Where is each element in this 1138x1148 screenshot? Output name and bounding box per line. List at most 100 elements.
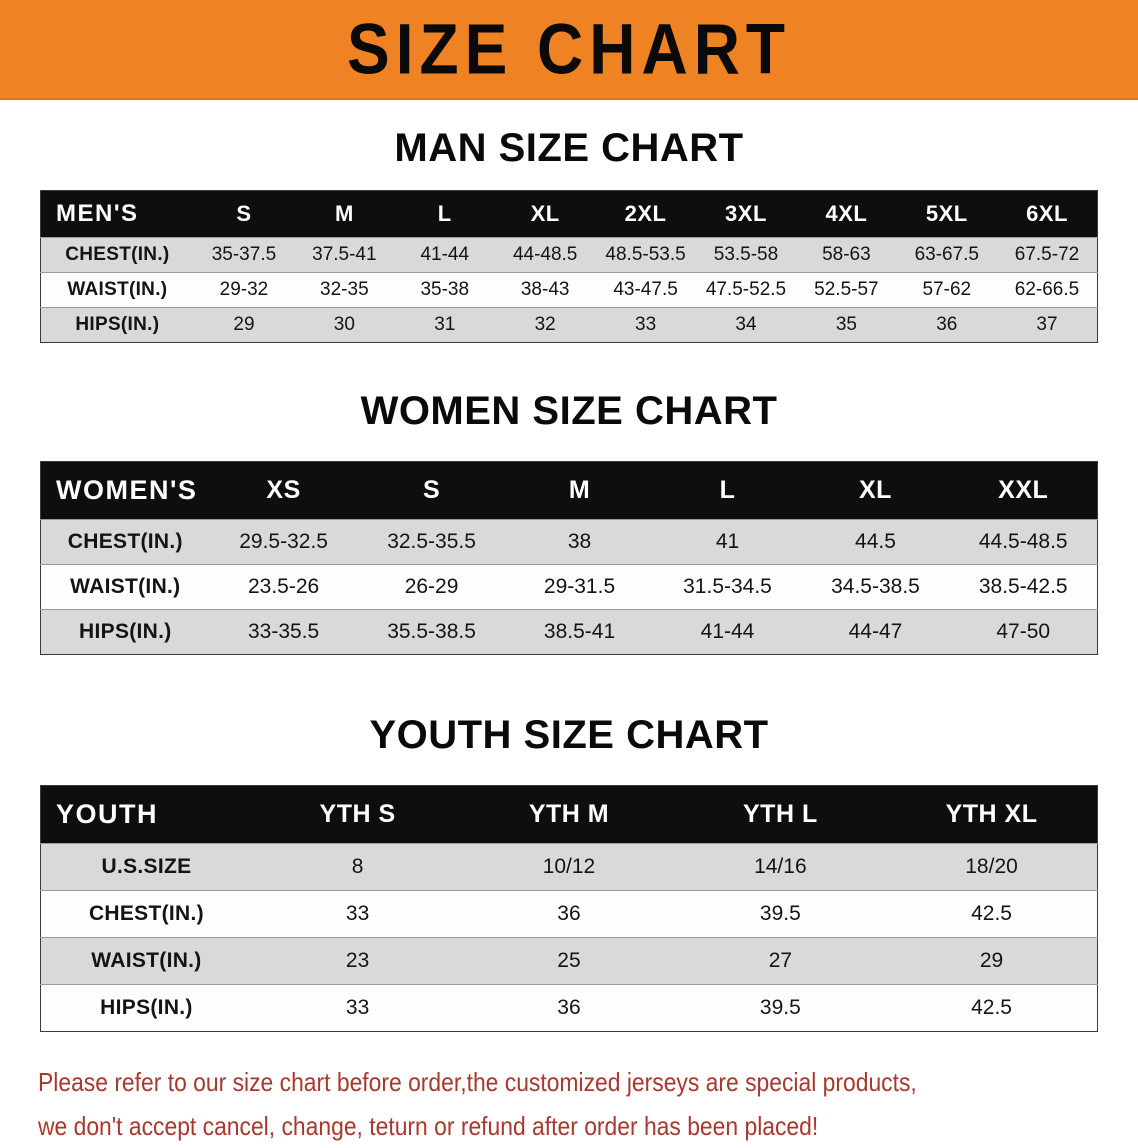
row-label: CHEST(IN.)	[40, 519, 210, 565]
footer-note: Please refer to our size chart before or…	[38, 1060, 1100, 1148]
table-cell: 37	[997, 307, 1098, 343]
youth-header-row: YOUTH YTH S YTH M YTH L YTH XL	[40, 785, 1098, 844]
size-column-header: YTH L	[674, 785, 887, 844]
table-cell: 35	[796, 307, 897, 343]
table-cell: 35-37.5	[193, 237, 295, 273]
table-cell: 47.5-52.5	[695, 272, 797, 308]
table-cell: 63-67.5	[896, 237, 997, 273]
table-cell: 39.5	[674, 890, 887, 938]
table-cell: 36	[463, 984, 675, 1032]
table-cell: 33	[251, 984, 464, 1032]
size-column-header: L	[394, 190, 495, 238]
table-cell: 29-32	[193, 272, 295, 308]
table-cell: 29	[193, 307, 295, 343]
table-cell: 41-44	[653, 609, 802, 655]
table-cell: 31.5-34.5	[653, 564, 802, 610]
women-header-row: WOMEN'S XS S M L XL XXL	[40, 461, 1098, 520]
table-row: U.S.SIZE 8 10/12 14/16 18/20	[40, 843, 1098, 891]
table-cell: 29-31.5	[505, 564, 654, 610]
row-label: U.S.SIZE	[40, 843, 252, 891]
table-cell: 33	[595, 307, 696, 343]
men-size-table: MEN'S S M L XL 2XL 3XL 4XL 5XL 6XL CHEST…	[40, 190, 1098, 343]
youth-size-table: YOUTH YTH S YTH M YTH L YTH XL U.S.SIZE …	[40, 785, 1098, 1032]
table-cell: 37.5-41	[294, 237, 395, 273]
table-cell: 23.5-26	[209, 564, 358, 610]
size-column-header: 4XL	[796, 190, 897, 238]
row-label: CHEST(IN.)	[40, 890, 252, 938]
table-cell: 41	[653, 519, 802, 565]
row-label: HIPS(IN.)	[40, 307, 194, 343]
table-cell: 43-47.5	[595, 272, 696, 308]
table-cell: 53.5-58	[695, 237, 797, 273]
footer-note-line-1: Please refer to our size chart before or…	[38, 1067, 917, 1097]
youth-section-heading: YOUTH SIZE CHART	[369, 713, 769, 757]
table-cell: 42.5	[886, 890, 1098, 938]
table-cell: 33-35.5	[209, 609, 358, 655]
size-column-header: 5XL	[896, 190, 997, 238]
men-header-row: MEN'S S M L XL 2XL 3XL 4XL 5XL 6XL	[40, 190, 1098, 238]
size-column-header: YTH S	[251, 785, 464, 844]
table-row: WAIST(IN.) 23.5-26 26-29 29-31.5 31.5-34…	[40, 564, 1098, 610]
table-cell: 38-43	[494, 272, 596, 308]
table-cell: 35-38	[394, 272, 495, 308]
table-cell: 62-66.5	[997, 272, 1098, 308]
size-column-header: YTH M	[463, 785, 675, 844]
size-column-header: 3XL	[695, 190, 797, 238]
table-cell: 35.5-38.5	[357, 609, 506, 655]
table-row: CHEST(IN.) 35-37.5 37.5-41 41-44 44-48.5…	[40, 237, 1098, 273]
row-label: WAIST(IN.)	[40, 564, 210, 610]
size-column-header: XS	[209, 461, 358, 520]
footer-note-line-2: we don't accept cancel, change, teturn o…	[38, 1111, 819, 1141]
table-cell: 32-35	[294, 272, 395, 308]
table-cell: 33	[251, 890, 464, 938]
table-cell: 38	[505, 519, 654, 565]
table-cell: 44-47	[801, 609, 950, 655]
size-column-header: M	[505, 461, 654, 520]
size-column-header: 6XL	[997, 190, 1098, 238]
table-cell: 36	[463, 890, 675, 938]
row-label: WAIST(IN.)	[40, 272, 194, 308]
table-cell: 23	[251, 937, 464, 985]
row-label: HIPS(IN.)	[40, 984, 252, 1032]
table-cell: 39.5	[674, 984, 887, 1032]
women-section-heading: WOMEN SIZE CHART	[360, 389, 778, 433]
table-cell: 47-50	[949, 609, 1098, 655]
women-table-wrap: WOMEN'S XS S M L XL XXL CHEST(IN.) 29.5-…	[0, 461, 1138, 655]
row-label: HIPS(IN.)	[40, 609, 210, 655]
table-cell: 29	[886, 937, 1098, 985]
table-cell: 38.5-42.5	[949, 564, 1098, 610]
table-cell: 32	[494, 307, 596, 343]
table-cell: 44.5	[801, 519, 950, 565]
table-cell: 42.5	[886, 984, 1098, 1032]
women-size-table: WOMEN'S XS S M L XL XXL CHEST(IN.) 29.5-…	[40, 461, 1098, 655]
table-cell: 14/16	[674, 843, 887, 891]
table-cell: 58-63	[796, 237, 897, 273]
table-cell: 30	[294, 307, 395, 343]
table-cell: 18/20	[886, 843, 1098, 891]
size-column-header: M	[294, 190, 395, 238]
table-row: HIPS(IN.) 33-35.5 35.5-38.5 38.5-41 41-4…	[40, 609, 1098, 655]
size-column-header: L	[653, 461, 802, 520]
table-cell: 34	[695, 307, 797, 343]
table-cell: 38.5-41	[505, 609, 654, 655]
table-cell: 57-62	[896, 272, 997, 308]
size-column-header: XXL	[949, 461, 1098, 520]
table-cell: 34.5-38.5	[801, 564, 950, 610]
size-column-header: YTH XL	[886, 785, 1098, 844]
table-row: CHEST(IN.) 33 36 39.5 42.5	[40, 890, 1098, 938]
table-cell: 27	[674, 937, 887, 985]
table-cell: 36	[896, 307, 997, 343]
table-cell: 10/12	[463, 843, 675, 891]
table-cell: 41-44	[394, 237, 495, 273]
table-cell: 52.5-57	[796, 272, 897, 308]
size-column-header: S	[357, 461, 506, 520]
table-cell: 44.5-48.5	[949, 519, 1098, 565]
table-row: WAIST(IN.) 29-32 32-35 35-38 38-43 43-47…	[40, 272, 1098, 308]
women-corner-header: WOMEN'S	[40, 461, 210, 520]
table-cell: 32.5-35.5	[357, 519, 506, 565]
table-cell: 26-29	[357, 564, 506, 610]
table-cell: 8	[251, 843, 464, 891]
table-row: HIPS(IN.) 33 36 39.5 42.5	[40, 984, 1098, 1032]
table-row: CHEST(IN.) 29.5-32.5 32.5-35.5 38 41 44.…	[40, 519, 1098, 565]
table-cell: 31	[394, 307, 495, 343]
